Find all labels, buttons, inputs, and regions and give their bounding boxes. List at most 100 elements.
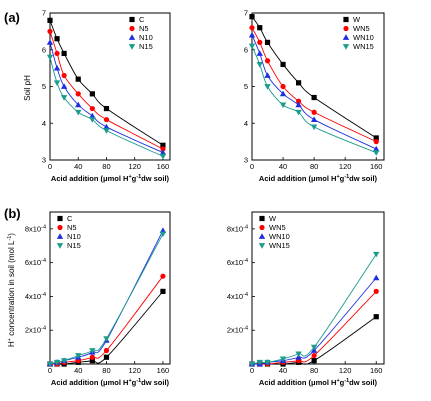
- data-point-WN15-5: [310, 344, 318, 351]
- data-point-N10-1: [53, 64, 61, 71]
- data-point-C-0: [47, 17, 53, 23]
- data-point-WN5-2: [264, 58, 271, 64]
- y-tick-label: 8x10-4: [25, 224, 46, 233]
- y-axis-title-ph: Soil pH: [23, 75, 32, 101]
- data-point-N15-3: [75, 353, 82, 359]
- data-point-WN10-1: [256, 50, 263, 56]
- data-point-N15-0: [46, 54, 54, 61]
- x-axis-title: Acid addition (μmol H+g-1dw soil): [51, 174, 170, 183]
- data-point-N15-5: [103, 128, 110, 134]
- data-point-WN15-4: [295, 109, 302, 116]
- x-axis-title: Acid addition (μmol H+g-1dw soil): [259, 174, 378, 183]
- data-point-C-6: [160, 142, 166, 148]
- data-point-WN10-3: [279, 90, 287, 97]
- data-point-WN5-4: [295, 98, 302, 104]
- y-tick-label: 4x10-4: [227, 292, 248, 301]
- data-point-WN5-3: [280, 83, 286, 90]
- y-tick-label: 7: [244, 9, 248, 18]
- data-point-WN5-6: [373, 288, 379, 294]
- series-N15: [46, 231, 167, 368]
- series-WN15: [248, 43, 380, 156]
- data-point-W-6: [373, 135, 379, 141]
- series-W: [249, 314, 379, 367]
- data-point-N5-4: [89, 105, 95, 112]
- y-tick-label: 6x10-4: [227, 258, 248, 267]
- data-point-WN15-3: [279, 356, 287, 363]
- x-tick-label: 120: [128, 162, 141, 171]
- x-axis-title: Acid addition (μmol H+g-1dw soil): [51, 378, 170, 387]
- data-point-N10-4: [89, 112, 96, 119]
- data-point-W-2: [264, 39, 271, 45]
- data-point-WN15-3: [279, 102, 287, 109]
- x-tick-label: 0: [250, 162, 254, 171]
- legend-marker-WN5: [259, 224, 265, 231]
- legend-label-C: C: [67, 214, 73, 223]
- data-point-N10-0: [46, 39, 54, 45]
- series-WN5: [249, 25, 379, 145]
- legend-marker-WN15: [258, 243, 266, 249]
- y-tick-label: 6: [244, 45, 248, 54]
- data-point-N15-2: [60, 358, 68, 364]
- legend-label-WN15: WN15: [353, 42, 374, 51]
- series-N5: [47, 28, 166, 152]
- data-point-N15-0: [46, 361, 54, 368]
- data-point-C-2: [61, 50, 67, 57]
- x-tick-label: 160: [370, 366, 383, 375]
- legend-label-N10: N10: [139, 33, 153, 42]
- data-point-WN15-5: [310, 124, 318, 131]
- data-point-WN5-6: [373, 139, 379, 145]
- x-tick-label: 120: [339, 366, 352, 375]
- data-point-N15-1: [53, 359, 61, 366]
- legend-label-W: W: [269, 214, 277, 223]
- x-tick-label: 40: [74, 366, 82, 375]
- x-tick-label: 160: [157, 162, 170, 171]
- data-point-C-4: [89, 91, 95, 97]
- series-C: [47, 288, 166, 367]
- y-tick-label: 6: [42, 45, 46, 54]
- legend-label-WN10: WN10: [269, 232, 290, 241]
- x-tick-label: 120: [339, 162, 352, 171]
- fit-curve-N10: [49, 230, 164, 365]
- series-WN5: [249, 288, 379, 367]
- legend-label-WN5: WN5: [353, 24, 370, 33]
- data-point-WN10-2: [264, 72, 271, 78]
- data-point-N15-6: [159, 231, 167, 238]
- data-point-N5-0: [47, 28, 53, 34]
- series-N15: [46, 54, 167, 160]
- legend-label-C: C: [139, 15, 145, 24]
- data-point-WN10-6: [373, 145, 380, 152]
- data-point-WN15-4: [295, 351, 302, 358]
- data-point-N5-3: [75, 91, 81, 97]
- data-point-C-1: [54, 36, 60, 42]
- data-point-WN10-4: [295, 101, 302, 108]
- data-point-WN10-6: [373, 274, 380, 281]
- x-tick-label: 0: [250, 366, 254, 375]
- x-tick-label: 80: [310, 366, 318, 375]
- legend-marker-W: [343, 16, 349, 23]
- legend-marker-N15: [56, 243, 64, 249]
- data-point-WN5-5: [311, 109, 317, 115]
- x-tick-label: 0: [48, 366, 52, 375]
- legend-marker-N5: [129, 25, 135, 32]
- panel-label-a: (a): [4, 10, 20, 25]
- legend-label-N15: N15: [139, 42, 153, 51]
- y-tick-label: 2x10-4: [227, 326, 248, 335]
- data-point-WN15-2: [264, 359, 271, 366]
- data-point-WN10-0: [248, 31, 256, 38]
- legend-label-WN5: WN5: [269, 223, 286, 232]
- series-N5: [47, 273, 166, 367]
- panel-label-b: (b): [4, 206, 21, 221]
- y-tick-label: 5: [42, 82, 46, 91]
- data-point-N10-6: [159, 149, 167, 156]
- x-axis-title: Acid addition (μmol H+g-1dw soil): [259, 378, 378, 387]
- data-point-N15-6: [159, 153, 167, 160]
- data-point-WN5-0: [249, 25, 255, 31]
- legend-marker-N5: [57, 224, 63, 231]
- series-WN15: [248, 251, 380, 368]
- data-point-N5-2: [61, 72, 67, 79]
